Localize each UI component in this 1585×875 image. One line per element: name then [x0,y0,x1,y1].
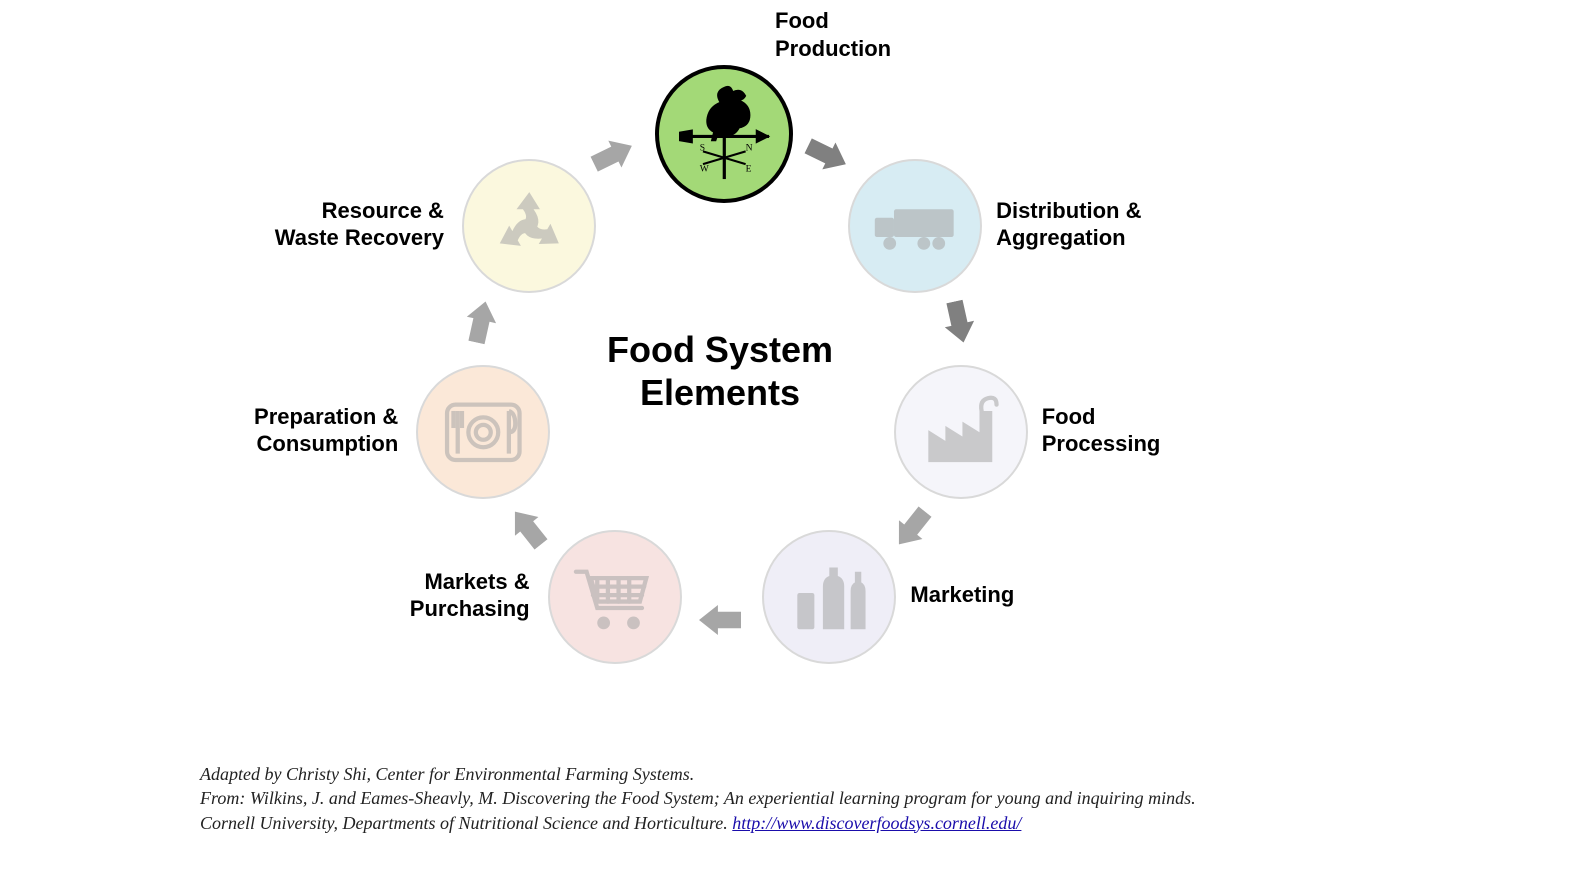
node-recovery [462,159,596,293]
label-distribution: Distribution &Aggregation [996,197,1141,252]
arrow-distribution-to-processing [940,298,978,345]
label-markets: Markets &Purchasing [410,568,530,623]
label-processing: FoodProcessing [1042,403,1161,458]
arrow-production-to-distribution [802,132,853,177]
node-preparation [416,365,550,499]
attribution-link[interactable]: http://www.discoverfoodsys.cornell.edu/ [732,813,1021,833]
center-title: Food SystemElements [540,328,900,414]
node-markets [548,530,682,664]
label-recovery: Resource &Waste Recovery [275,197,444,252]
attribution-block: Adapted by Christy Shi, Center for Envir… [200,762,1400,835]
arrow-markets-to-preparation [503,502,553,554]
arrow-recovery-to-production [587,132,638,177]
label-marketing: Marketing [910,581,1014,609]
attribution-line-3: Cornell University, Departments of Nutri… [200,813,732,833]
cart-icon [561,544,668,651]
recycle-icon [476,173,583,280]
node-processing [894,365,1028,499]
bottles-icon [776,544,883,651]
arrow-marketing-to-markets [699,605,741,635]
svg-text:S: S [699,142,704,153]
weathervane-rooster-icon: S N W E [671,81,778,188]
attribution-line-1: Adapted by Christy Shi, Center for Envir… [200,764,694,784]
arrow-preparation-to-recovery [462,298,500,345]
factory-icon [907,379,1014,486]
svg-text:E: E [745,163,751,174]
label-production: FoodProduction [775,7,891,62]
diagram-stage: Food SystemElements Adapted by Christy S… [0,0,1585,875]
node-production: S N W E [655,65,793,203]
attribution-line-2: From: Wilkins, J. and Eames-Sheavly, M. … [200,788,1196,808]
svg-text:N: N [745,142,752,153]
label-preparation: Preparation &Consumption [254,403,398,458]
arrow-processing-to-marketing [887,502,937,554]
plate-setting-icon [430,379,537,486]
node-distribution [848,159,982,293]
truck-icon [862,173,969,280]
svg-text:W: W [699,163,709,174]
node-marketing [762,530,896,664]
